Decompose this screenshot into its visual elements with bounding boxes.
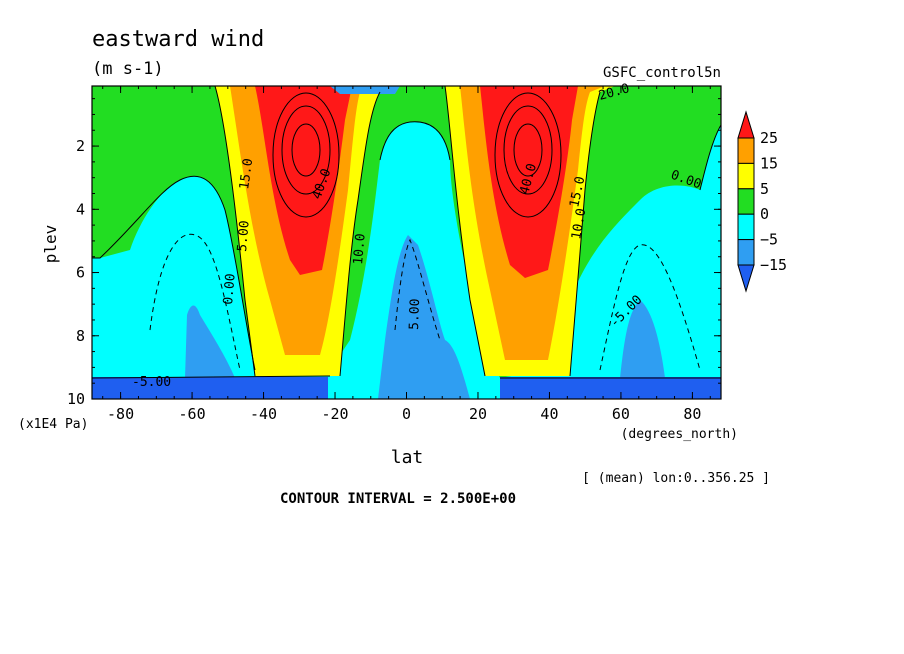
- colorbar-label: −15: [760, 256, 787, 274]
- y-tick-label: 2: [76, 137, 85, 155]
- contour-line: [699, 124, 721, 191]
- region-blue: [620, 300, 665, 378]
- contour-line: [599, 244, 701, 371]
- contour-label: 5.00: [407, 298, 423, 330]
- y-tick-label: 10: [67, 390, 85, 408]
- y-axis-units: (x1E4 Pa): [18, 417, 88, 432]
- x-tick-label: 0: [402, 405, 411, 423]
- y-axis: 2 4 6 8 10: [67, 98, 721, 408]
- contour-line: [149, 233, 241, 371]
- contour-line: [513, 123, 543, 177]
- colorbar-label: 0: [760, 205, 769, 223]
- region-blue: [378, 235, 470, 399]
- region-red: [255, 86, 352, 275]
- x-tick-label: -60: [179, 405, 206, 423]
- x-axis-units: (degrees_north): [621, 427, 738, 442]
- contour-line: [92, 375, 331, 379]
- x-axis-label: lat: [391, 447, 424, 468]
- colorbar-segment: [737, 162, 755, 190]
- colorbar-segment: [737, 213, 755, 241]
- y-tick-label: 6: [76, 264, 85, 282]
- x-tick-label: -20: [321, 405, 348, 423]
- x-tick-label: 60: [612, 405, 630, 423]
- plot-field: [92, 86, 721, 399]
- region-blue: [185, 305, 235, 378]
- x-tick-label: -80: [107, 405, 134, 423]
- contour-line: [92, 175, 256, 371]
- contour-label: 10.0: [569, 207, 589, 240]
- contour-line: [444, 86, 486, 377]
- colorbar-segment: [737, 188, 755, 215]
- colorbar-label: 15: [760, 154, 778, 172]
- contour-line: [394, 238, 441, 341]
- contour-line: [281, 105, 331, 195]
- contour-line: [272, 92, 340, 218]
- mean-note: [ (mean) lon:0..356.25 ]: [582, 471, 770, 486]
- contour-lines: [92, 86, 721, 379]
- contour-label: 15.0: [237, 157, 256, 190]
- x-tick-label: 20: [469, 405, 487, 423]
- contour-interval: CONTOUR INTERVAL = 2.500E+00: [280, 491, 516, 507]
- contour-line: [339, 91, 381, 377]
- y-tick-label: 8: [76, 327, 85, 345]
- contour-line: [291, 123, 321, 177]
- contour-label: -5.00: [132, 375, 171, 390]
- contour-label: 10.0: [351, 233, 369, 266]
- contour-line: [503, 105, 553, 195]
- colorbar-label: 5: [760, 180, 769, 198]
- contour-label: 5.00: [235, 220, 253, 253]
- y-tick-label: 4: [76, 200, 85, 218]
- colorbar-segment: [737, 239, 755, 266]
- colorbar: 25 15 5 0 −5 −15: [737, 110, 787, 293]
- contour-label: 0.00: [221, 273, 239, 306]
- contour-label: 15.0: [567, 175, 588, 209]
- y-axis-label: plev: [41, 225, 60, 264]
- region-dark-blue: [92, 377, 328, 399]
- contour-line: [379, 121, 451, 161]
- region-dark-blue: [500, 377, 721, 399]
- x-tick-label: -40: [250, 405, 277, 423]
- x-axis: -80 -60 -40 -20 0 20 40 60 80: [102, 86, 711, 423]
- contour-line: [569, 91, 601, 377]
- region-blue: [330, 86, 400, 94]
- colorbar-label: 25: [760, 129, 778, 147]
- contour-line: [494, 92, 562, 218]
- colorbar-arrow-top: [737, 110, 755, 139]
- negative-contours: [149, 233, 701, 371]
- colorbar-segment: [737, 137, 755, 164]
- dataset-label: GSFC_control5n: [603, 65, 721, 81]
- contour-line: [214, 86, 256, 377]
- colorbar-arrow-bottom: [737, 264, 755, 293]
- region-red: [480, 86, 578, 278]
- colorbar-label: −5: [760, 231, 778, 249]
- x-tick-label: 80: [683, 405, 701, 423]
- chart-subtitle: (m s-1): [92, 59, 164, 79]
- chart-title: eastward wind: [92, 27, 264, 52]
- x-tick-label: 40: [540, 405, 558, 423]
